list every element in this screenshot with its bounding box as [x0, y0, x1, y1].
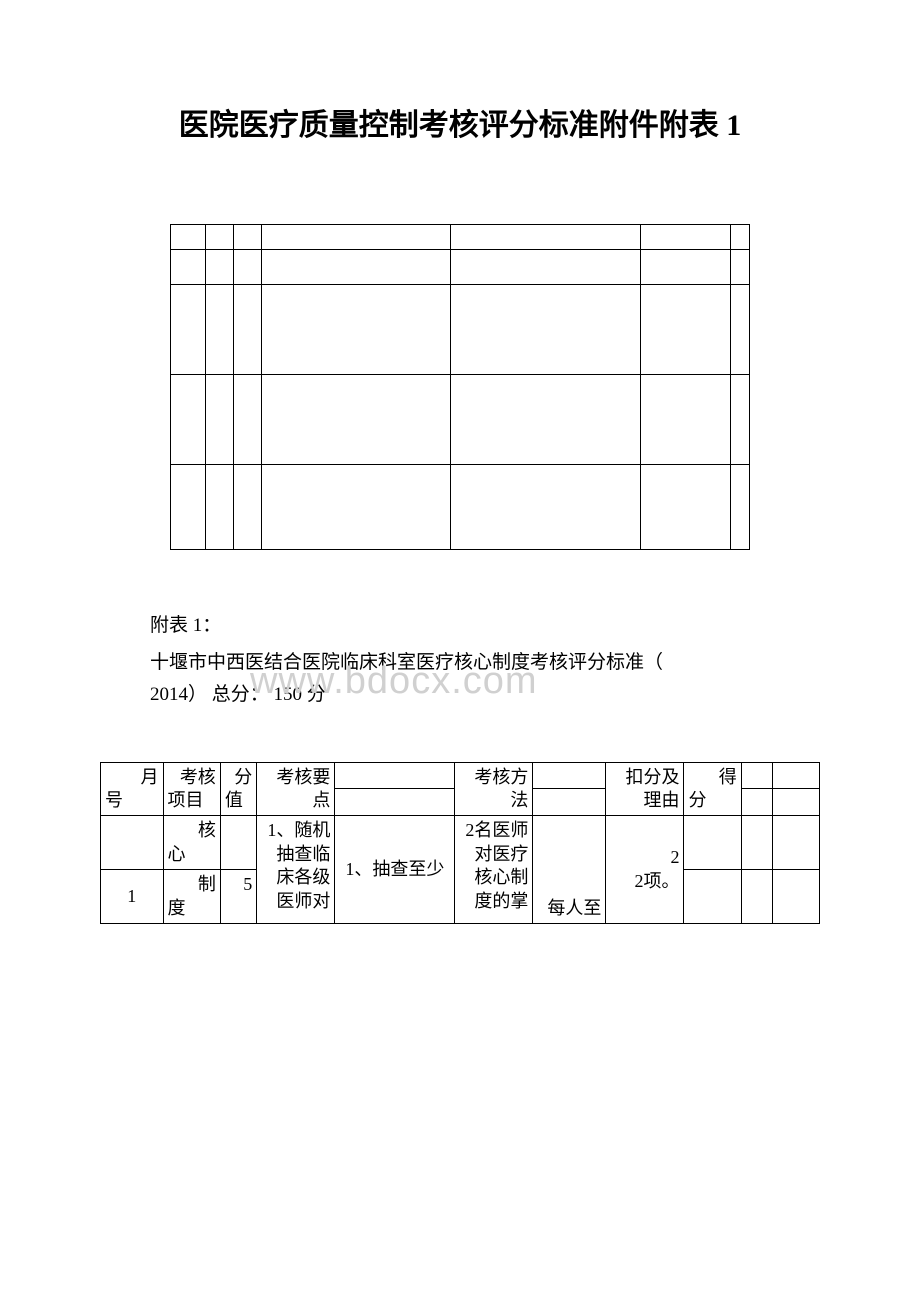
table-row: [171, 465, 750, 550]
cell: 1: [101, 870, 164, 924]
cell: [101, 816, 164, 870]
header-cell: 考核方法: [455, 762, 533, 816]
header-cell: 得分: [684, 762, 741, 816]
table-row: [171, 285, 750, 375]
table-row: [171, 375, 750, 465]
header-cell: 考核要点: [257, 762, 335, 816]
cell: [741, 870, 772, 924]
cell: 每人至: [533, 816, 606, 924]
cell: [741, 816, 772, 870]
table-row: [171, 225, 750, 250]
cell: [684, 870, 741, 924]
header-cell: 考核项目: [163, 762, 220, 816]
header-cell: [335, 789, 455, 816]
empty-grid-table: [170, 224, 750, 550]
cell: [220, 816, 256, 870]
cell: 1、随机抽查临床各级医师对: [257, 816, 335, 924]
header-cell: [741, 762, 772, 789]
cell: 制度: [163, 870, 220, 924]
score-table: 月号 考核项目 分值 考核要点 考核方法 扣分及理由 得分 核心 1、随机抽查临…: [100, 762, 820, 924]
watermark-text: www.bdocx.com: [250, 660, 538, 703]
page-title: 医院医疗质量控制考核评分标准附件附表 1: [100, 100, 820, 144]
table-row: 核心 1、随机抽查临床各级医师对 1、抽查至少 2名医师对医疗核心制度的掌 每人…: [101, 816, 820, 870]
cell: 核心: [163, 816, 220, 870]
header-cell: [773, 789, 820, 816]
cell: 22项。: [606, 816, 684, 924]
cell: 1、抽查至少: [335, 816, 455, 924]
header-cell: 月号: [101, 762, 164, 816]
cell: 2名医师对医疗核心制度的掌: [455, 816, 533, 924]
cell: [684, 816, 741, 870]
header-cell: [533, 789, 606, 816]
header-cell: [533, 762, 606, 789]
table-row: [171, 250, 750, 285]
header-cell: 分值: [220, 762, 256, 816]
cell: [773, 816, 820, 870]
cell: 5: [220, 870, 256, 924]
cell: [773, 870, 820, 924]
header-cell: 扣分及理由: [606, 762, 684, 816]
subtitle-text: 附表 1：: [150, 610, 820, 637]
header-cell: [335, 762, 455, 789]
header-cell: [741, 789, 772, 816]
header-cell: [773, 762, 820, 789]
table-header-row: 月号 考核项目 分值 考核要点 考核方法 扣分及理由 得分: [101, 762, 820, 789]
